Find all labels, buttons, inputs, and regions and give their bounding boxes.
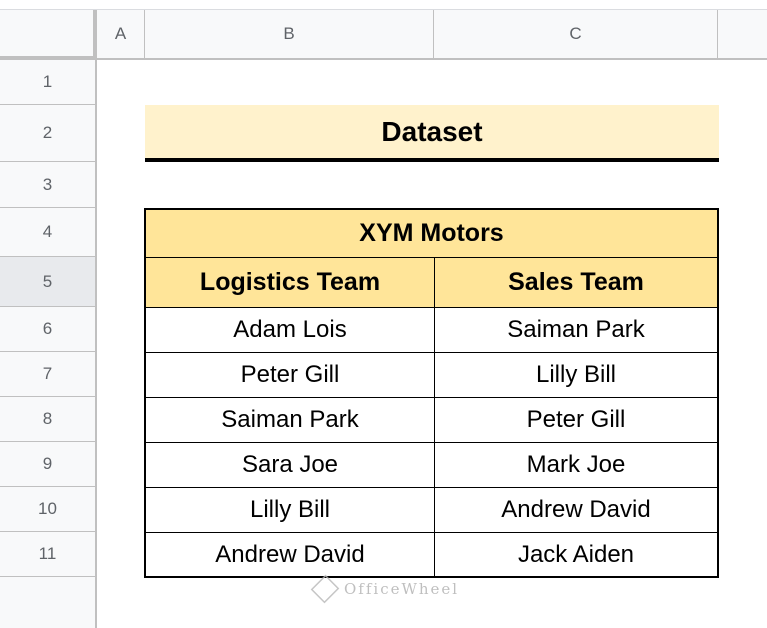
table-cell-logistics[interactable]: Adam Lois [144,307,435,353]
top-strip [0,0,767,10]
header-logistics-team: Logistics Team [144,257,435,308]
table-cell-sales[interactable]: Jack Aiden [434,532,719,578]
watermark-text: OfficeWheel [344,580,460,598]
column-header-c[interactable]: C [434,10,718,60]
table-cell-logistics[interactable]: Peter Gill [144,352,435,398]
row-header-8[interactable]: 8 [0,397,97,442]
row-header-2[interactable]: 2 [0,105,97,162]
title-cell: Dataset [145,105,719,162]
row-header-7[interactable]: 7 [0,352,97,397]
row-header-9[interactable]: 9 [0,442,97,487]
row-header-5[interactable]: 5 [0,257,97,307]
column-header-b[interactable]: B [145,10,434,60]
table-cell-logistics[interactable]: Andrew David [144,532,435,578]
row-header-10[interactable]: 10 [0,487,97,532]
table-cell-logistics[interactable]: Lilly Bill [144,487,435,533]
column-header-d[interactable] [718,10,767,60]
column-header-a[interactable]: A [97,10,145,60]
row-header-6[interactable]: 6 [0,307,97,352]
row-header-empty [0,577,97,628]
table-cell-sales[interactable]: Saiman Park [434,307,719,353]
table-cell-logistics[interactable]: Saiman Park [144,397,435,443]
officewheel-logo-icon [310,574,340,604]
select-all-corner[interactable] [0,10,97,60]
row-header-11[interactable]: 11 [0,532,97,577]
table-cell-sales[interactable]: Lilly Bill [434,352,719,398]
table-cell-logistics[interactable]: Sara Joe [144,442,435,488]
table-cell-sales[interactable]: Peter Gill [434,397,719,443]
table-cell-sales[interactable]: Mark Joe [434,442,719,488]
table-caption: XYM Motors [144,208,719,258]
row-header-3[interactable]: 3 [0,162,97,208]
watermark: OfficeWheel [310,572,462,606]
table-cell-sales[interactable]: Andrew David [434,487,719,533]
row-header-4[interactable]: 4 [0,208,97,257]
header-sales-team: Sales Team [434,257,719,308]
row-header-1[interactable]: 1 [0,60,97,105]
